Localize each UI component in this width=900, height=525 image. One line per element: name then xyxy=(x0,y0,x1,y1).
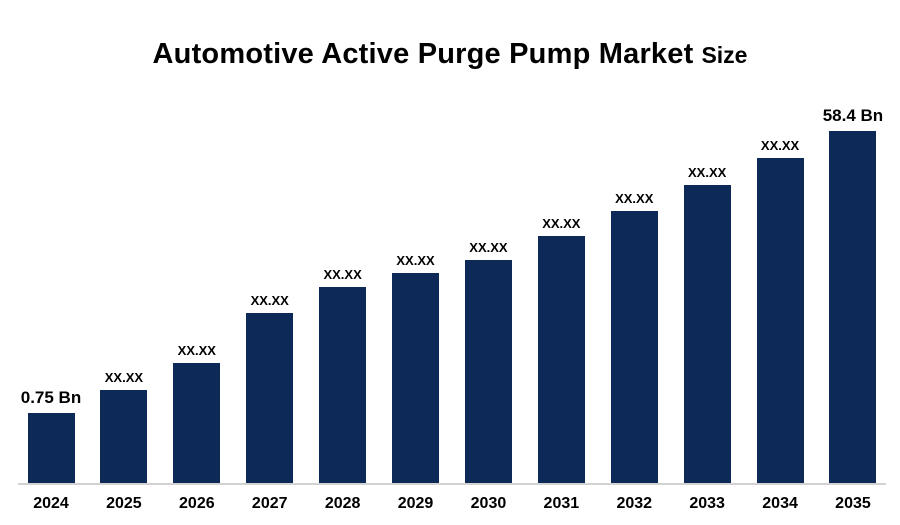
bar-data-label: XX.XX xyxy=(760,138,800,153)
bar-column-2025: XX.XX xyxy=(91,370,157,483)
chart-title-suffix: Size xyxy=(701,42,748,68)
bar-data-label: XX.XX xyxy=(469,240,508,255)
bar-column-2029: XX.XX xyxy=(383,253,449,483)
bar-column-2035: 58.4 Bn xyxy=(820,106,886,483)
chart-title: Automotive Active Purge Pump Market Size xyxy=(0,0,900,71)
bar-column-2032: XX.XX xyxy=(601,191,667,483)
bar-data-label: XX.XX xyxy=(323,267,362,282)
x-axis-tick-label: 2030 xyxy=(470,495,507,512)
bar-data-label: XX.XX xyxy=(250,293,289,308)
bar xyxy=(537,236,585,483)
x-axis-tick-label: 2032 xyxy=(616,495,653,512)
bar xyxy=(464,260,512,483)
x-axis-tick-label: 2025 xyxy=(106,495,142,512)
bar-column-2033: XX.XX xyxy=(674,165,740,483)
x-axis-tick-label: 2033 xyxy=(689,495,725,512)
bar xyxy=(392,273,440,483)
x-axis-tick-label: 2031 xyxy=(543,495,580,512)
bar-chart: 0.75 Bn XX.XX XX.XX XX.XX XX.XX XX.XX XX.XX XX.… xyxy=(18,101,886,513)
x-axis: 2024 2025 2026 2027 2028 2029 2030 2031 2032 2033… xyxy=(18,485,886,513)
x-axis-tick-label: 2026 xyxy=(179,495,215,512)
bar xyxy=(100,390,148,483)
bar-column-2031: XX.XX xyxy=(528,216,594,483)
bar-column-2034: XX.XX xyxy=(747,138,813,483)
bar-data-label: XX.XX xyxy=(615,191,654,206)
chart-title-main: Automotive Active Purge Pump Market xyxy=(152,38,694,70)
bar xyxy=(246,313,294,483)
bar-data-label: XX.XX xyxy=(396,253,435,268)
x-axis-tick-label: 2034 xyxy=(762,495,798,512)
bar xyxy=(756,158,804,483)
x-axis-tick-label: 2029 xyxy=(397,495,434,512)
x-axis-tick-label: 2028 xyxy=(324,495,361,512)
bar xyxy=(683,185,731,483)
bar-data-label: 0.75 Bn xyxy=(20,388,82,407)
bar-column-2030: XX.XX xyxy=(455,240,521,483)
bar xyxy=(27,413,75,483)
x-axis-tick-label: 2035 xyxy=(835,495,871,512)
bar-column-2026: XX.XX xyxy=(164,343,230,483)
bar xyxy=(319,287,367,483)
bar xyxy=(173,363,221,483)
bar-column-2027: XX.XX xyxy=(237,293,303,483)
bar-column-2024: 0.75 Bn xyxy=(18,388,84,483)
bar-data-label: 58.4 Bn xyxy=(822,106,884,125)
bar xyxy=(829,131,877,483)
bar-data-label: XX.XX xyxy=(688,165,727,180)
bar-column-2028: XX.XX xyxy=(310,267,376,483)
x-axis-tick-label: 2024 xyxy=(33,495,69,512)
x-axis-tick-label: 2027 xyxy=(251,495,288,512)
bar-data-label: XX.XX xyxy=(177,343,216,358)
bar-data-label: XX.XX xyxy=(104,370,144,385)
plot-area: 0.75 Bn XX.XX XX.XX XX.XX XX.XX XX.XX XX.XX XX.… xyxy=(18,101,886,485)
bar-data-label: XX.XX xyxy=(542,216,581,231)
bar xyxy=(610,211,658,483)
